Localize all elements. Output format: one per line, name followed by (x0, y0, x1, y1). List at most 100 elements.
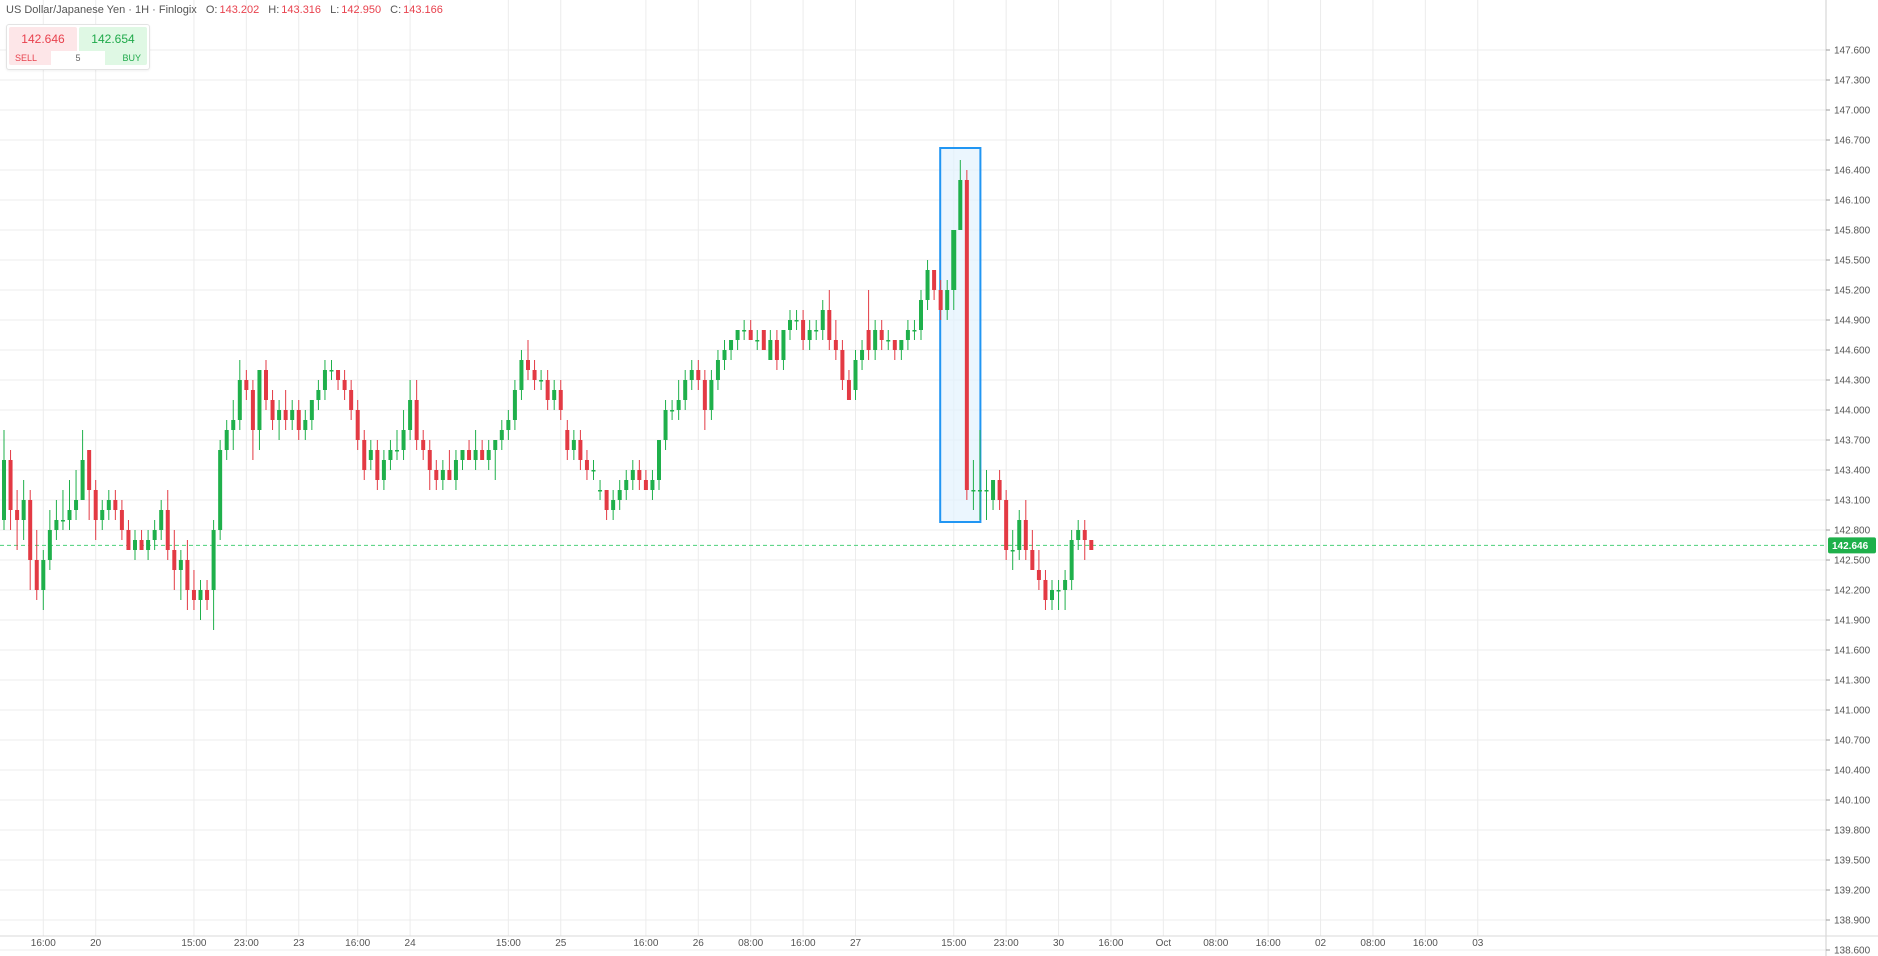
candle-body (205, 590, 210, 600)
candle (231, 400, 236, 450)
candle (100, 500, 105, 530)
x-tick-label: 03 (1472, 938, 1484, 949)
y-tick-label: 140.100 (1834, 796, 1871, 807)
candle (106, 490, 111, 520)
candle-body (506, 420, 511, 430)
candle (827, 290, 832, 350)
candle (899, 340, 904, 360)
candle (342, 370, 347, 400)
candle (1004, 490, 1009, 560)
candle (8, 450, 13, 530)
candle (650, 470, 655, 500)
candle-body (447, 470, 452, 480)
candle-body (774, 340, 779, 360)
candle-body (539, 380, 544, 382)
y-tick-label: 142.500 (1834, 556, 1871, 567)
candle (886, 330, 891, 350)
candle (453, 450, 458, 490)
candle (277, 400, 282, 440)
quantity-input[interactable]: 5 (51, 51, 105, 65)
candle-body (290, 410, 295, 420)
candle-body (277, 410, 282, 420)
candle-body (440, 470, 445, 480)
candle (774, 330, 779, 370)
x-tick-label: 08:00 (1360, 938, 1385, 949)
candle-body (624, 480, 629, 490)
candle (244, 370, 249, 400)
candle (355, 400, 360, 450)
candle (722, 340, 727, 370)
candle-body (1017, 520, 1022, 550)
candle (702, 370, 707, 430)
candle-body (185, 560, 190, 590)
candle (349, 380, 354, 420)
candle-body (60, 520, 65, 522)
y-tick-label: 142.200 (1834, 586, 1871, 597)
candle (1076, 520, 1081, 550)
chart-legend: US Dollar/Japanese Yen · 1H · Finlogix O… (6, 4, 443, 16)
candle (375, 440, 380, 490)
candle (584, 450, 589, 480)
candle-body (139, 540, 144, 550)
candle (290, 400, 295, 430)
y-tick-label: 144.900 (1834, 316, 1871, 327)
y-tick-label: 140.400 (1834, 766, 1871, 777)
candle (604, 490, 609, 520)
candle-body (925, 270, 930, 300)
candle-body (316, 390, 321, 400)
candle-body (303, 420, 308, 430)
candle (54, 500, 59, 540)
candle-body (571, 440, 576, 450)
candle-body (250, 390, 255, 430)
x-tick-label: 15:00 (496, 938, 521, 949)
candle-body (630, 470, 635, 480)
y-tick-label: 142.800 (1834, 526, 1871, 537)
candle (133, 530, 137, 560)
candle-body (519, 360, 524, 390)
candle-body (558, 390, 563, 410)
candle (499, 420, 504, 450)
candle (696, 360, 701, 390)
candle-body (598, 490, 603, 492)
high-value: 143.316 (281, 4, 322, 16)
candle (1082, 520, 1087, 560)
candle-body (578, 440, 583, 460)
candle-body (244, 380, 249, 390)
candle (381, 450, 386, 490)
sell-button[interactable]: 142.646 SELL (9, 27, 77, 65)
y-tick-label: 145.800 (1834, 226, 1871, 237)
candle-body (545, 380, 550, 400)
y-tick-label: 143.700 (1834, 436, 1871, 447)
candle-body (820, 310, 825, 330)
candle-body (191, 590, 196, 600)
candle (519, 350, 524, 400)
candle-body (637, 470, 642, 480)
candle-body (879, 330, 884, 340)
candle (309, 400, 314, 430)
candle (977, 430, 982, 520)
candle-body (453, 460, 458, 480)
candle (113, 490, 118, 520)
candle-body (984, 490, 989, 492)
candle-body (486, 450, 491, 460)
candle (1043, 570, 1048, 610)
candle (1069, 530, 1074, 590)
candle-body (794, 320, 799, 322)
x-tick-label: 23:00 (994, 938, 1019, 949)
time-axis[interactable]: 16:00 20 15:00 23:00 23 16:00 24 15:00 25 16:00 26… (0, 935, 1878, 949)
candle (945, 280, 950, 320)
candle-body (329, 370, 334, 372)
candle-body (47, 530, 52, 560)
candle-body (74, 500, 79, 510)
candle-body (788, 320, 792, 330)
x-tick-label: 16:00 (345, 938, 370, 949)
candle (401, 410, 406, 460)
price-axis[interactable]: 138.600 138.900 139.200 139.500 139.800 140.1… (1826, 46, 1871, 956)
candle (683, 370, 688, 410)
candle-body (860, 350, 865, 360)
candle-body (866, 330, 871, 350)
candle-body (565, 430, 570, 450)
candle-body (853, 360, 858, 390)
candle (571, 430, 576, 460)
